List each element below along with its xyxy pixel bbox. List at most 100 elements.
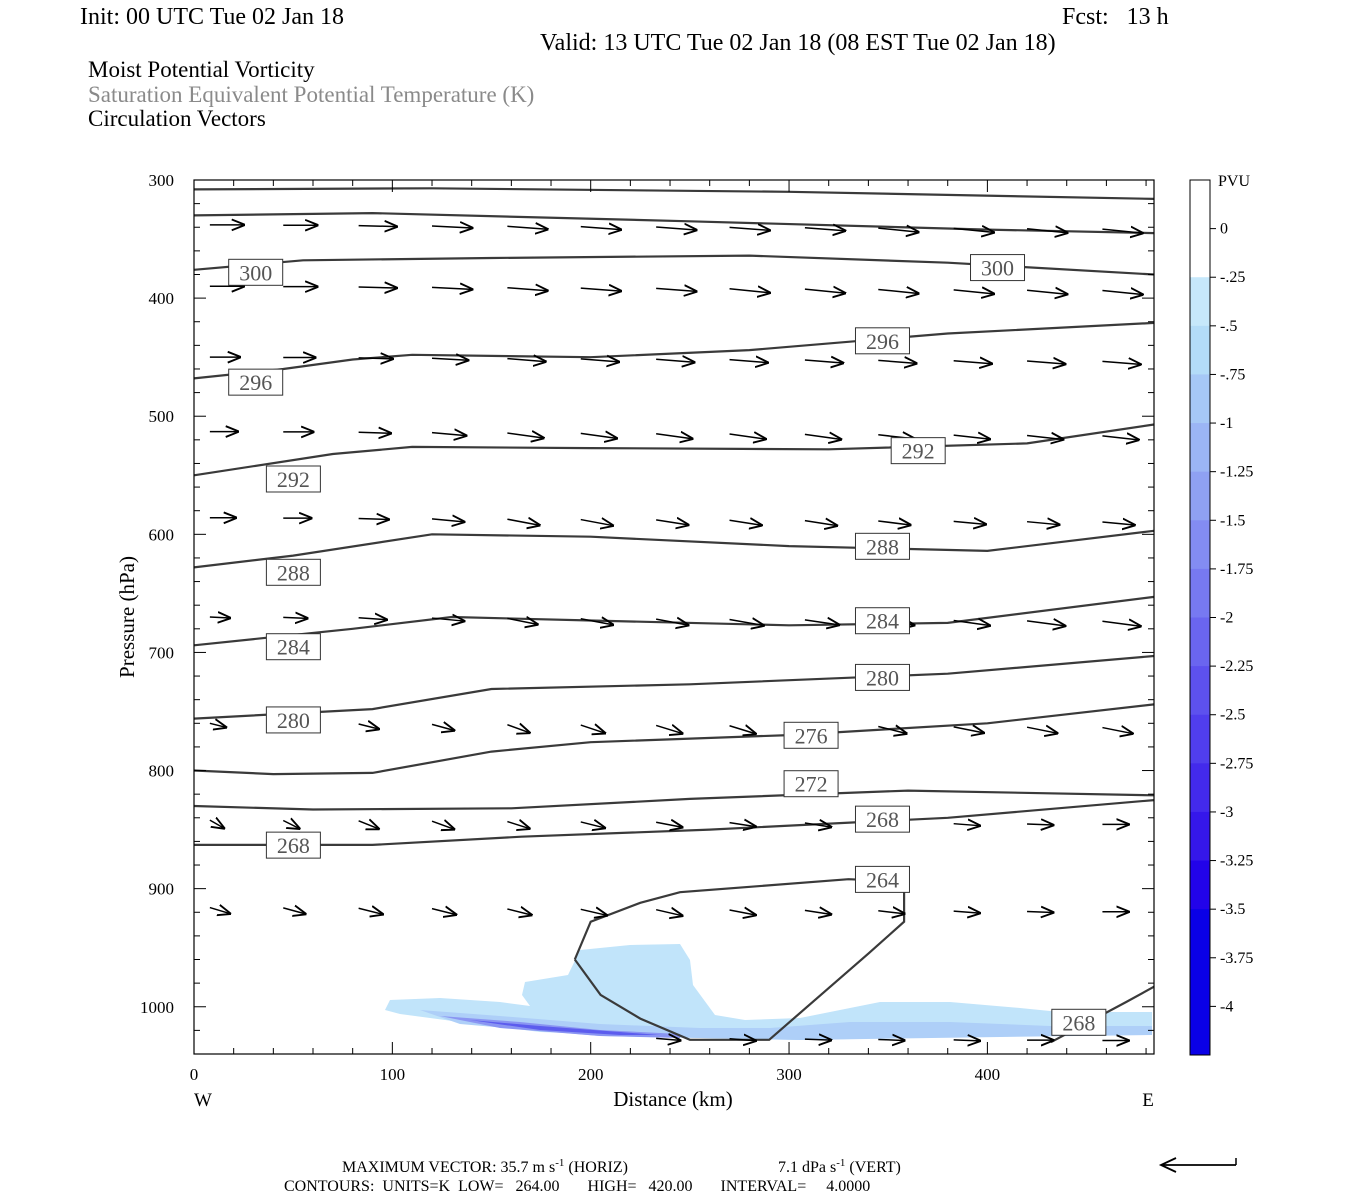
contour-label-box-264: [854, 865, 910, 893]
vector-arrow: [507, 433, 543, 438]
colorbar-label: -2.75: [1220, 755, 1253, 772]
vector-arrow: [656, 619, 688, 625]
vector-arrow: [209, 908, 230, 914]
vector-arrow: [953, 521, 986, 524]
vector-arrow: [431, 433, 466, 436]
valid-time: Valid: 13 UTC Tue 02 Jan 18 (08 EST Tue …: [540, 30, 1056, 56]
vector-arrow: [729, 726, 756, 734]
vector-arrow: [729, 520, 762, 525]
contour-label-288: 288: [866, 534, 899, 559]
vector-arrow: [209, 617, 230, 618]
plot-frame: [193, 179, 1155, 1055]
contour-label-box-300: [970, 254, 1026, 282]
colorbar-label: -4: [1220, 998, 1233, 1015]
contour-label-box-288: [265, 558, 321, 586]
contour-label-box-284: [265, 633, 321, 661]
vector-arrow: [580, 433, 617, 438]
vector-arrow: [507, 725, 529, 733]
vector-arrow: [358, 287, 397, 288]
vector-arrow: [729, 619, 764, 625]
contour-label-268: 268: [1062, 1010, 1095, 1035]
y-tick-label: 700: [149, 643, 175, 662]
contour-label-box-300: [228, 258, 284, 286]
vector-arrow: [804, 1039, 831, 1040]
y-tick-label: 300: [149, 171, 175, 190]
contour-line-280: [193, 654, 1155, 720]
contour-label-box-284: [854, 607, 910, 635]
colorbar-swatch: [1190, 374, 1210, 424]
vector-arrow: [431, 226, 472, 228]
vector-arrow: [431, 724, 454, 730]
vector-arrow: [953, 824, 980, 826]
vector-arrow: [580, 619, 613, 625]
contour-line-272: [193, 789, 1155, 811]
colorbar-swatch: [1190, 180, 1210, 230]
vector-arrow: [656, 288, 696, 291]
vector-arrow: [580, 359, 619, 362]
axis-tick-labels: 0 100 200 300 400 300 400 500 600 700 800 900 1000: [140, 171, 1000, 1084]
contour-label-268: 268: [866, 807, 899, 832]
x-tick-label: 400: [975, 1065, 1001, 1084]
vector-arrow: [1102, 361, 1140, 364]
colorbar-label: -1.75: [1220, 561, 1253, 578]
vector-arrow: [1026, 290, 1067, 294]
contour-label-272: 272: [795, 772, 828, 797]
colorbar-swatch: [1190, 763, 1210, 813]
vector-arrow: [729, 823, 756, 827]
vector-arrow: [358, 618, 387, 620]
vector-arrow: [804, 228, 845, 231]
colorbar-label: -1.25: [1220, 464, 1253, 481]
vector-arrow: [878, 360, 916, 363]
vector-arrow: [358, 518, 389, 519]
vector-arrow: [282, 821, 299, 829]
vector-arrow: [580, 822, 605, 828]
vector-arrow: [729, 227, 770, 230]
vector-arrow: [1026, 435, 1063, 439]
colorbar-label: -2.5: [1220, 707, 1245, 724]
x-tick-label: 100: [380, 1065, 406, 1084]
pv-shade-light: [385, 944, 1152, 1040]
vector-arrow: [507, 822, 529, 829]
vector-arrow: [1027, 911, 1053, 912]
contour-line-292: [193, 423, 1155, 477]
colorbar-label: -3: [1220, 804, 1233, 821]
vector-arrow: [953, 1040, 980, 1041]
colorbar-label: -.25: [1220, 269, 1245, 286]
forecast-hour: Fcst: 13 h: [1062, 4, 1169, 30]
vector-arrow: [804, 910, 831, 914]
vector-arrow: [358, 226, 397, 227]
contour-label-292: 292: [902, 439, 935, 464]
x-tick-label: 200: [578, 1065, 604, 1084]
init-time: Init: 00 UTC Tue 02 Jan 18: [80, 4, 345, 30]
colorbar-label: 0: [1220, 221, 1228, 238]
circulation-vectors: [209, 225, 1143, 1041]
colorbar-swatch: [1190, 860, 1210, 910]
contour-label-276: 276: [795, 723, 828, 748]
contour-label-box-280: [265, 706, 321, 734]
contour-label-292: 292: [277, 467, 310, 492]
contour-line-276: [193, 703, 1155, 776]
contour-label-box-292: [265, 465, 321, 493]
vector-arrow: [656, 822, 682, 827]
contour-line-264: [573, 878, 906, 1041]
vector-arrow: [953, 290, 994, 294]
y-tick-label: 500: [149, 407, 175, 426]
vector-arrow: [1102, 436, 1138, 440]
colorbar-swatch: [1190, 811, 1210, 862]
contour-label-280: 280: [866, 665, 899, 690]
vector-arrow: [878, 289, 918, 293]
colorbar-label: -.75: [1220, 366, 1245, 383]
colorbar-swatch: [1190, 957, 1210, 1007]
colorbar-label: -3.5: [1220, 901, 1245, 918]
vector-arrow: [507, 359, 545, 362]
max-vector-text: MAXIMUM VECTOR: 35.7 m s-1 (HORIZ): [342, 1157, 628, 1176]
vector-arrow: [953, 361, 992, 364]
vector-arrow: [804, 620, 839, 625]
east-label: E: [1142, 1090, 1154, 1111]
vector-arrow: [1102, 621, 1140, 626]
colorbar-swatch: [1190, 909, 1210, 959]
contour-label-box-272: [783, 770, 839, 798]
y-tick-label: 600: [149, 525, 175, 544]
contour-label-284: 284: [866, 609, 899, 634]
vector-arrow: [580, 288, 621, 291]
